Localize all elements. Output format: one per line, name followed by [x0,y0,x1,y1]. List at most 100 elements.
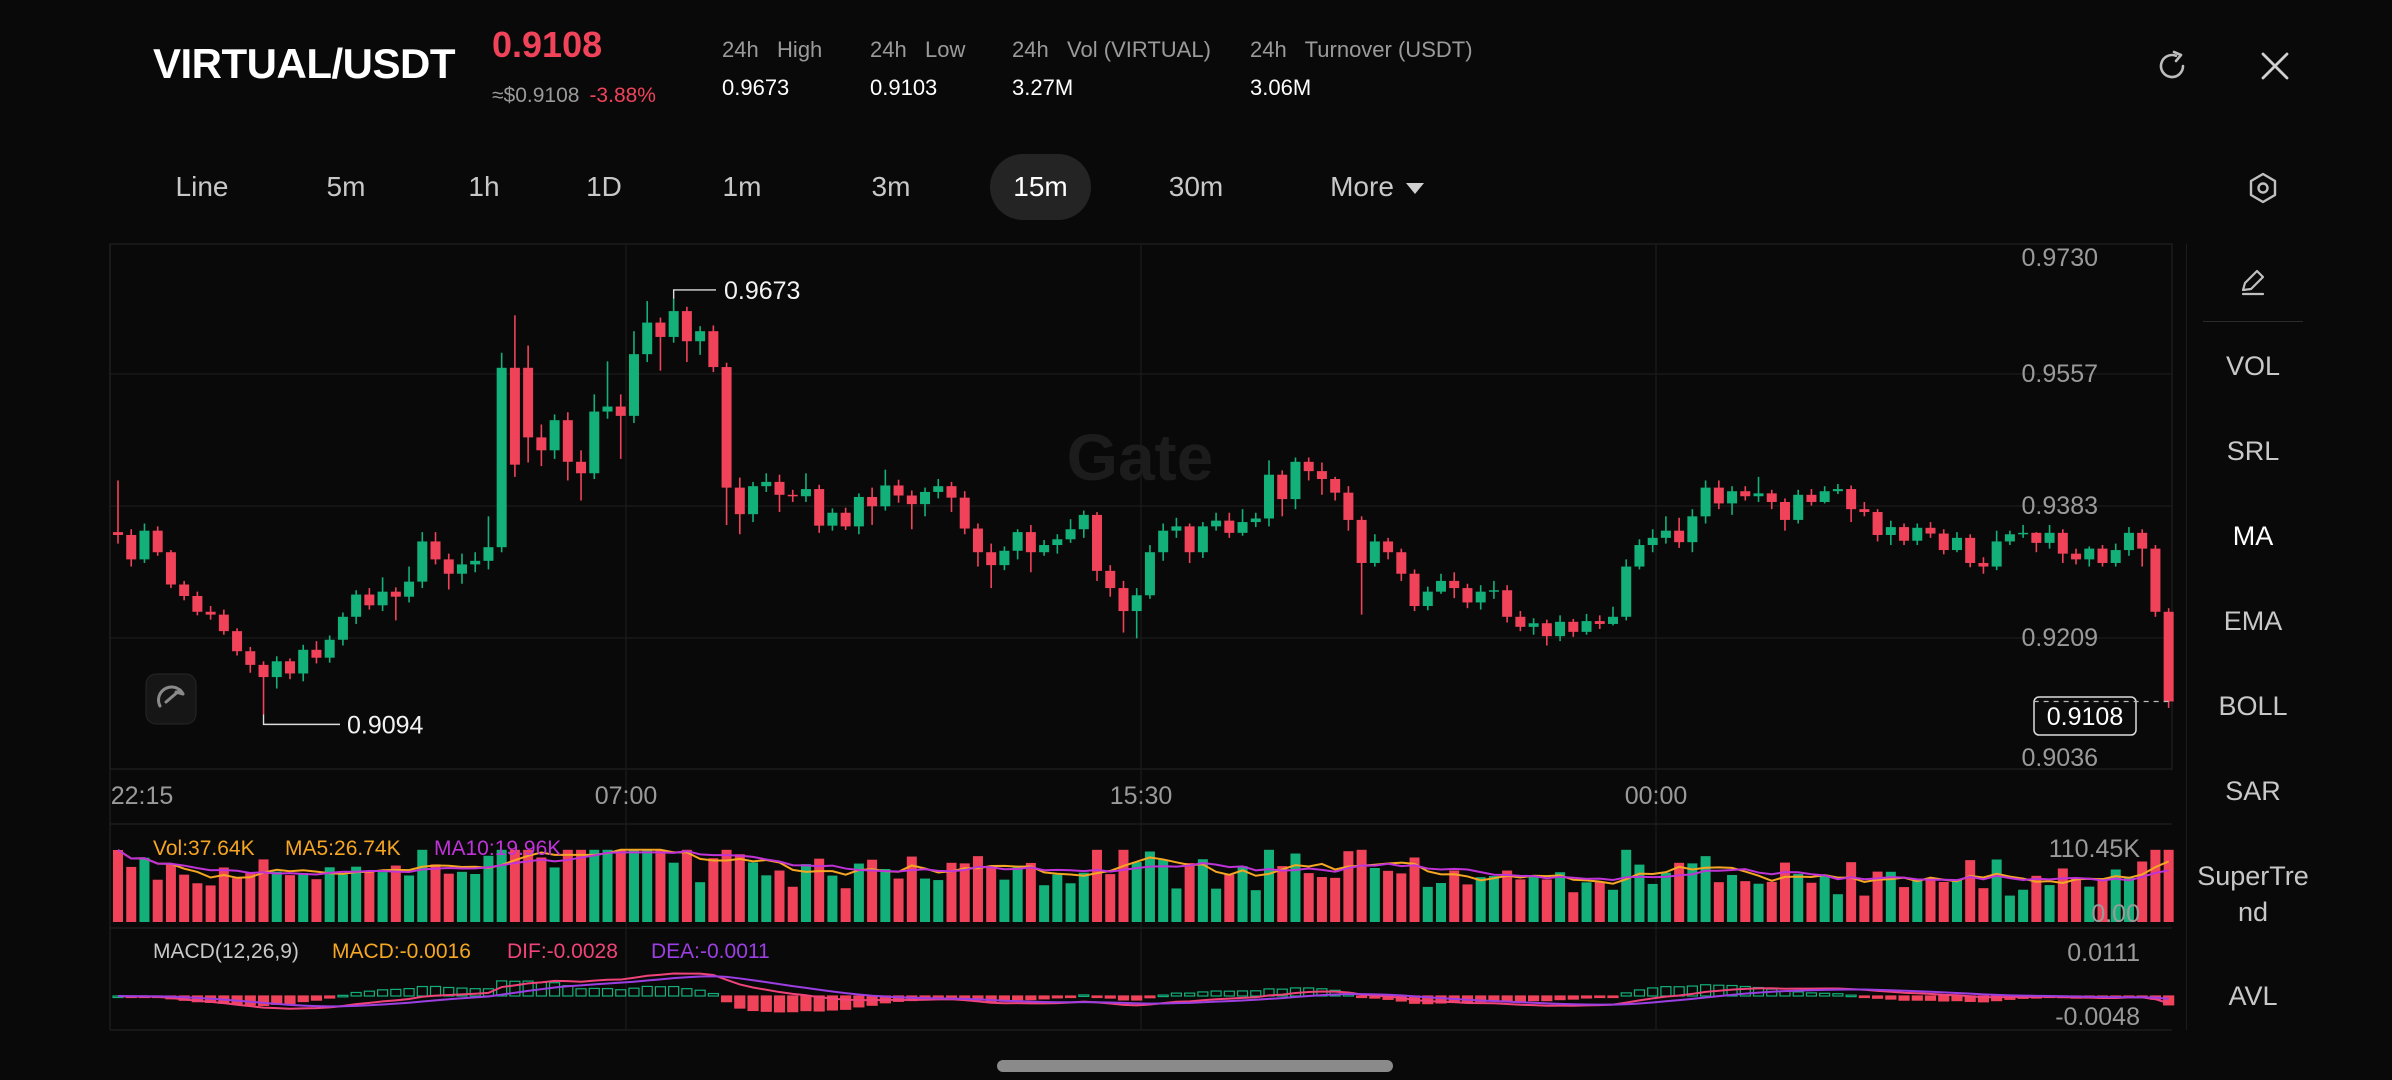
candle [1449,572,1460,599]
indicator-supertrend[interactable]: SuperTrend [2197,861,2309,927]
candle [1753,476,1764,502]
macd-histogram-bar [1210,990,1222,997]
ma10-label: MA10:19.96K [434,837,561,860]
candle [1806,489,1817,506]
candle-body [1422,591,1433,607]
tab-1m[interactable]: 1m [722,171,762,202]
price-axis: 0.9730 0.9557 0.9383 0.9209 0.9036 [2022,244,2098,772]
stat-label: 24h High [722,37,823,62]
candle-body [1938,533,1949,551]
volume-bar [2110,869,2121,922]
candle [1581,613,1592,635]
volume-bar [1369,868,1380,922]
home-indicator[interactable] [997,1060,1393,1072]
tab-more[interactable]: More [1312,154,1442,220]
candle [1965,534,1976,568]
candle [906,490,917,530]
volume-bar [721,849,732,922]
volume-bar [483,855,494,922]
candle [404,566,415,603]
candle-body [1290,461,1301,500]
indicator-avl[interactable]: AVL [2228,981,2278,1011]
close-icon[interactable] [2257,48,2293,84]
candle [1462,583,1473,609]
volume-axis-max: 110.45K [2049,835,2141,863]
macd-histogram-bar [1184,992,1196,997]
candle-body [1925,527,1936,534]
candle [1211,512,1222,531]
macd-histogram-bar [681,988,693,997]
macd-histogram-bar [1435,995,1447,1004]
indicator-ma[interactable]: MA [2232,521,2274,551]
candle-body [2018,532,2029,535]
candle-body [1687,516,1698,543]
tab-15m[interactable]: 15m [990,154,1091,220]
candle [2097,545,2108,567]
indicator-vol[interactable]: VOL [2225,351,2281,381]
candle-body [1224,520,1235,533]
indicator-srl[interactable]: SRL [2226,436,2280,466]
candle-body [536,437,547,451]
macd-histogram-bar [1170,992,1183,997]
candle [218,609,229,635]
tab-3m[interactable]: 3m [871,171,911,202]
candle-body [351,594,362,617]
volume-bar [2031,875,2042,922]
volume-bar [1092,849,1103,922]
gate-logo-button[interactable] [145,673,197,725]
price-tick: 0.9209 [2022,624,2098,652]
candle [1607,606,1618,626]
ma5-label: MA5:26.74K [285,837,401,860]
candle-body [1634,545,1645,567]
candle [483,516,494,570]
volume-bar [827,875,838,922]
pencil-icon[interactable] [2237,266,2269,298]
candle-body [1436,580,1446,592]
candle-body [456,564,467,574]
tab-1d[interactable]: 1D [586,171,622,202]
volume-bar [1383,870,1394,922]
settings-hexagon-icon[interactable] [2245,170,2281,206]
volume-bar [867,859,878,922]
candle [245,646,256,673]
tab-1h[interactable]: 1h [468,171,500,202]
chart-annotations: 0.9673 0.9094 0.9108 [262,277,2169,739]
candle-body [443,559,454,574]
indicator-ema[interactable]: EMA [2223,606,2283,636]
candle-body [1846,489,1857,510]
volume-bar [1713,882,1724,922]
indicator-sar[interactable]: SAR [2225,776,2281,806]
macd-histogram-bar [1104,995,1116,999]
refresh-icon[interactable] [2154,48,2190,84]
tab-30m[interactable]: 30m [1168,171,1224,202]
macd-dea-line [117,975,2169,1008]
candle [1330,476,1341,501]
trading-pair-title[interactable]: VIRTUAL/USDT [153,40,456,87]
candle-body [1396,552,1407,574]
indicator-boll[interactable]: BOLL [2218,691,2288,721]
candle [959,491,970,535]
candle-body [999,550,1010,566]
macd-histogram-bar [363,990,375,997]
volume-bar [1224,874,1235,922]
volume-bar [1885,871,1896,922]
volume-bar [2071,878,2082,922]
volume-bar [1277,866,1288,922]
macd-histogram-bar [1898,995,1910,1001]
candle [695,326,706,355]
candle-body [867,496,878,507]
candle-body [298,649,309,674]
tab-5m[interactable]: 5m [326,171,366,202]
candle [152,526,163,556]
candle [311,641,322,664]
volume-bar [761,875,772,922]
tab-line[interactable]: Line [175,171,229,202]
candle-body [734,487,745,515]
macd-histogram-bar [1091,995,1103,999]
volume-bar [946,862,957,922]
candle [1727,486,1738,515]
candle [549,414,560,459]
volume-bar [1779,862,1790,922]
volume-bar [840,888,851,922]
